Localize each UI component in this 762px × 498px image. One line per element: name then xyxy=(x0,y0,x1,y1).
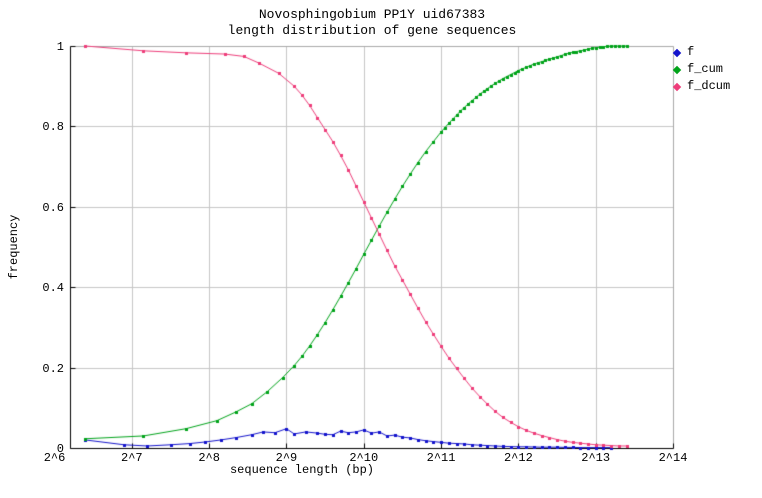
y-tick-label: 0.2 xyxy=(42,361,64,376)
legend-label: f xyxy=(687,45,695,59)
x-tick-label: 2^6 xyxy=(43,451,66,465)
legend-marker-icon xyxy=(672,65,682,74)
y-axis-label: frequency xyxy=(7,214,21,280)
legend-marker-icon xyxy=(672,48,682,57)
legend-label: f_cum xyxy=(687,62,724,76)
y-tick-label: 0.6 xyxy=(42,200,64,215)
y-tick-label: 0.4 xyxy=(42,281,64,296)
legend: f f_cum f_dcum xyxy=(672,44,730,95)
x-tick-label: 2^12 xyxy=(503,451,533,465)
y-tick-label: 0 xyxy=(56,442,64,456)
legend-marker-icon xyxy=(672,82,682,91)
x-tick-label: 2^8 xyxy=(198,451,220,465)
y-tick-label: 0.8 xyxy=(42,120,64,135)
legend-item-f_cum: f_cum xyxy=(672,61,730,78)
x-axis-label: sequence length (bp) xyxy=(229,463,375,477)
x-tick-label: 2^14 xyxy=(658,451,688,465)
x-tick-label: 2^13 xyxy=(581,451,611,465)
legend-label: f_dcum xyxy=(687,79,731,93)
x-tick-label: 2^9 xyxy=(275,451,298,465)
chart-title: Novosphingobium PP1Y uid67383 xyxy=(258,7,486,22)
legend-item-f: f xyxy=(672,44,730,61)
chart-subtitle: length distribution of gene sequences xyxy=(227,23,517,38)
y-tick-label: 1 xyxy=(56,40,64,54)
x-tick-label: 2^7 xyxy=(121,451,143,465)
x-tick-label: 2^10 xyxy=(349,451,379,465)
x-tick-label: 2^11 xyxy=(426,451,456,465)
legend-item-f_dcum: f_dcum xyxy=(672,78,730,95)
